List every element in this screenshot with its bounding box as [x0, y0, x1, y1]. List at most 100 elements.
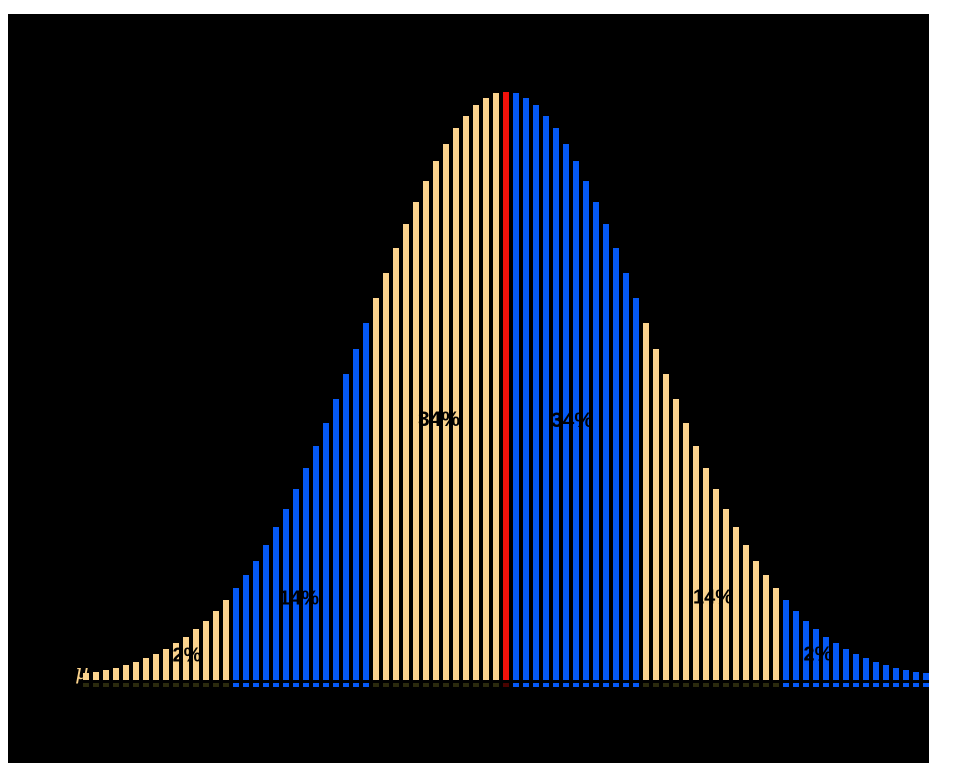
axis-tick [543, 683, 549, 687]
distribution-bar [703, 468, 709, 680]
distribution-bar [283, 509, 289, 680]
axis-tick [193, 683, 199, 687]
distribution-bar [743, 545, 749, 680]
axis-tick [333, 683, 339, 687]
axis-tick [483, 683, 489, 687]
axis-tick [303, 683, 309, 687]
distribution-bar [413, 202, 419, 680]
distribution-bar [273, 527, 279, 680]
distribution-bar [923, 673, 929, 680]
distribution-bar [813, 629, 819, 680]
distribution-bar [493, 93, 499, 680]
distribution-bar [713, 489, 719, 680]
distribution-bar [683, 423, 689, 680]
axis-tick [863, 683, 869, 687]
distribution-bar [223, 600, 229, 680]
axis-tick [833, 683, 839, 687]
axis-tick [693, 683, 699, 687]
axis-tick [563, 683, 569, 687]
axis-tick [773, 683, 779, 687]
distribution-bar [173, 643, 179, 680]
axis-tick [593, 683, 599, 687]
axis-tick [803, 683, 809, 687]
distribution-bar [583, 181, 589, 680]
axis-tick [723, 683, 729, 687]
axis-tick [83, 683, 89, 687]
distribution-bar [293, 489, 299, 680]
distribution-bar [653, 349, 659, 680]
distribution-bar [893, 668, 899, 680]
distribution-bar [823, 637, 829, 680]
distribution-bar [393, 248, 399, 680]
distribution-bar [633, 298, 639, 680]
axis-tick [363, 683, 369, 687]
distribution-bar [153, 654, 159, 680]
axis-tick [703, 683, 709, 687]
distribution-bar [543, 116, 549, 680]
distribution-bar [723, 509, 729, 680]
distribution-bar [803, 621, 809, 680]
plot-area: 2% 14% 34% 34% 14% 2% µ [8, 14, 929, 763]
axis-tick [713, 683, 719, 687]
distribution-bar [793, 611, 799, 680]
axis-tick [853, 683, 859, 687]
axis-tick [93, 683, 99, 687]
axis-tick [103, 683, 109, 687]
axis-tick [883, 683, 889, 687]
distribution-bar [203, 621, 209, 680]
percent-label-3: 34% [550, 409, 594, 432]
axis-tick [633, 683, 639, 687]
distribution-bar [533, 105, 539, 680]
axis-tick [433, 683, 439, 687]
axis-tick [613, 683, 619, 687]
distribution-bar [643, 323, 649, 680]
axis-tick [513, 683, 519, 687]
mean-bar [503, 92, 509, 680]
distribution-bar [863, 658, 869, 680]
axis-tick [843, 683, 849, 687]
axis-tick [383, 683, 389, 687]
axis-tick [823, 683, 829, 687]
distribution-bar [673, 399, 679, 680]
distribution-bar [523, 98, 529, 680]
distribution-bar [383, 273, 389, 680]
distribution-bar [873, 662, 879, 680]
distribution-bar [513, 93, 519, 680]
axis-tick [523, 683, 529, 687]
distribution-bar [613, 248, 619, 680]
axis-tick [813, 683, 819, 687]
distribution-bar [333, 399, 339, 680]
axis-tick [423, 683, 429, 687]
distribution-bar [243, 575, 249, 680]
mu-glyph: µ [75, 660, 89, 684]
axis-tick [153, 683, 159, 687]
axis-tick [373, 683, 379, 687]
axis-tick [643, 683, 649, 687]
distribution-bar [373, 298, 379, 680]
distribution-bar [563, 144, 569, 680]
axis-tick [183, 683, 189, 687]
axis-tick [323, 683, 329, 687]
axis-tick [783, 683, 789, 687]
distribution-bar [843, 649, 849, 680]
distribution-bar [263, 545, 269, 680]
distribution-bar [443, 144, 449, 680]
axis-tick [243, 683, 249, 687]
distribution-bar [603, 224, 609, 680]
percent-label-1: 14% [278, 587, 320, 610]
distribution-bar [773, 588, 779, 680]
distribution-bar [183, 637, 189, 680]
axis-tick [913, 683, 919, 687]
distribution-bar [103, 670, 109, 680]
axis-tick [133, 683, 139, 687]
distribution-bar [193, 629, 199, 680]
axis-tick [873, 683, 879, 687]
axis-tick [923, 683, 929, 687]
axis-tick [603, 683, 609, 687]
axis-tick [403, 683, 409, 687]
axis-tick [623, 683, 629, 687]
distribution-bar [303, 468, 309, 680]
distribution-bar [783, 600, 789, 680]
axis-tick [743, 683, 749, 687]
axis-tick [143, 683, 149, 687]
